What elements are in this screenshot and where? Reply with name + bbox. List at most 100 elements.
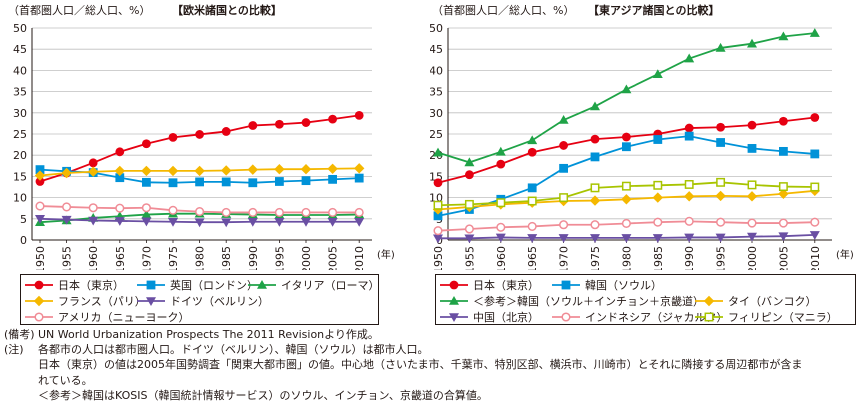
y-tick-label: 45 xyxy=(430,43,443,56)
data-point xyxy=(114,165,125,177)
data-point xyxy=(464,234,475,244)
x-tick-label: 1970 xyxy=(140,246,153,270)
data-point xyxy=(328,207,338,217)
data-point xyxy=(464,224,474,234)
y-tick-label: 20 xyxy=(13,149,27,162)
data-point xyxy=(301,118,311,127)
y-tick-label: 10 xyxy=(13,192,27,205)
y-tick-label: 5 xyxy=(20,213,27,226)
data-point xyxy=(328,174,337,184)
series-韓国（ソウル） xyxy=(433,131,820,221)
legend-label: イタリア（ローマ） xyxy=(281,279,380,292)
x-tick-label: 2005 xyxy=(327,246,340,270)
y-tick-label: 45 xyxy=(13,43,27,56)
legend-swatch xyxy=(440,313,468,322)
legend-label: 中国（北京） xyxy=(473,311,539,324)
data-point xyxy=(653,217,663,227)
data-point xyxy=(275,177,284,186)
x-tick-label: 1995 xyxy=(273,246,286,270)
chart-title: 【東アジア諸国との比較】 xyxy=(588,3,719,17)
data-point xyxy=(558,234,569,243)
data-point xyxy=(354,217,365,227)
data-point xyxy=(747,180,757,190)
data-point xyxy=(684,180,694,189)
data-point xyxy=(716,122,725,132)
data-point xyxy=(433,200,443,210)
data-point xyxy=(778,31,789,41)
legend-marker xyxy=(561,312,571,322)
data-point xyxy=(195,207,205,217)
data-point xyxy=(35,177,45,186)
note-label: (備考) xyxy=(4,328,35,341)
data-point xyxy=(652,69,663,79)
data-point xyxy=(684,191,695,202)
chart-unit-label: （首都圏人口／総人口、%） xyxy=(432,3,574,17)
series-＜参考＞韓国（ソウル＋インチョン＋京畿道） xyxy=(433,28,820,167)
data-point xyxy=(590,234,600,243)
x-tick-label: 1995 xyxy=(715,246,728,270)
data-point xyxy=(527,183,537,193)
data-point xyxy=(684,123,694,133)
data-point xyxy=(464,157,475,167)
data-point xyxy=(248,178,258,188)
y-tick-label: 50 xyxy=(430,22,443,35)
legend-marker xyxy=(34,280,44,290)
legend-swatch xyxy=(552,312,580,322)
data-point xyxy=(195,130,205,139)
data-point xyxy=(195,177,204,187)
data-point xyxy=(527,221,537,231)
legend-item: フィリピン（マニラ） xyxy=(694,309,838,325)
legend-swatch xyxy=(695,295,723,307)
data-point xyxy=(652,234,663,243)
legend-label: インドネシア（ジャカルタ） xyxy=(585,311,728,324)
x-tick-label: 1950 xyxy=(34,246,47,270)
legend-swatch xyxy=(25,312,53,322)
x-tick-label: 1990 xyxy=(683,246,696,270)
legend-label: フランス（パリ） xyxy=(58,295,146,308)
data-point xyxy=(274,217,285,227)
y-tick-label: 25 xyxy=(430,128,443,141)
legend-label: 韓国（ソウル） xyxy=(585,279,662,292)
data-point xyxy=(142,177,151,187)
data-point xyxy=(527,196,537,206)
x-tick-label: 1960 xyxy=(495,246,508,270)
data-point xyxy=(354,173,364,183)
x-tick-label: 1975 xyxy=(167,246,180,270)
data-point xyxy=(621,218,631,229)
data-point xyxy=(327,217,338,227)
data-point xyxy=(684,53,695,63)
x-tick-label: 1970 xyxy=(558,246,571,270)
legend-swatch xyxy=(25,280,53,290)
legend-item: タイ（バンコク） xyxy=(694,293,817,309)
data-point xyxy=(301,217,311,227)
data-point xyxy=(810,113,820,122)
data-point xyxy=(590,101,600,111)
legend-marker xyxy=(34,312,44,322)
data-point xyxy=(433,147,443,157)
data-point xyxy=(810,217,820,227)
data-point xyxy=(621,234,632,243)
data-point xyxy=(747,144,757,153)
legend-item: イタリア（ローマ） xyxy=(247,277,380,293)
y-tick-label: 30 xyxy=(13,107,27,120)
data-point xyxy=(61,167,72,179)
x-tick-label: 1975 xyxy=(589,246,602,270)
x-tick-label: 1985 xyxy=(652,246,665,270)
legend-swatch xyxy=(137,280,165,290)
data-point xyxy=(684,233,695,243)
data-point xyxy=(716,177,726,187)
data-point xyxy=(328,114,337,124)
y-tick-label: 30 xyxy=(430,107,443,120)
data-point xyxy=(221,127,231,136)
legend-item: 韓国（ソウル） xyxy=(551,277,662,293)
note-source: (備考) UN World Urbanization Prospects The … xyxy=(4,327,859,342)
legend-label: アメリカ（ニューヨーク） xyxy=(58,311,190,324)
y-tick-label: 50 xyxy=(13,22,27,35)
x-tick-label: 1985 xyxy=(220,246,233,270)
data-point xyxy=(496,198,506,208)
data-point xyxy=(168,217,178,227)
legend-marker xyxy=(703,295,715,307)
data-point xyxy=(221,207,231,217)
y-tick-label: 0 xyxy=(20,234,27,247)
data-point xyxy=(194,165,205,177)
